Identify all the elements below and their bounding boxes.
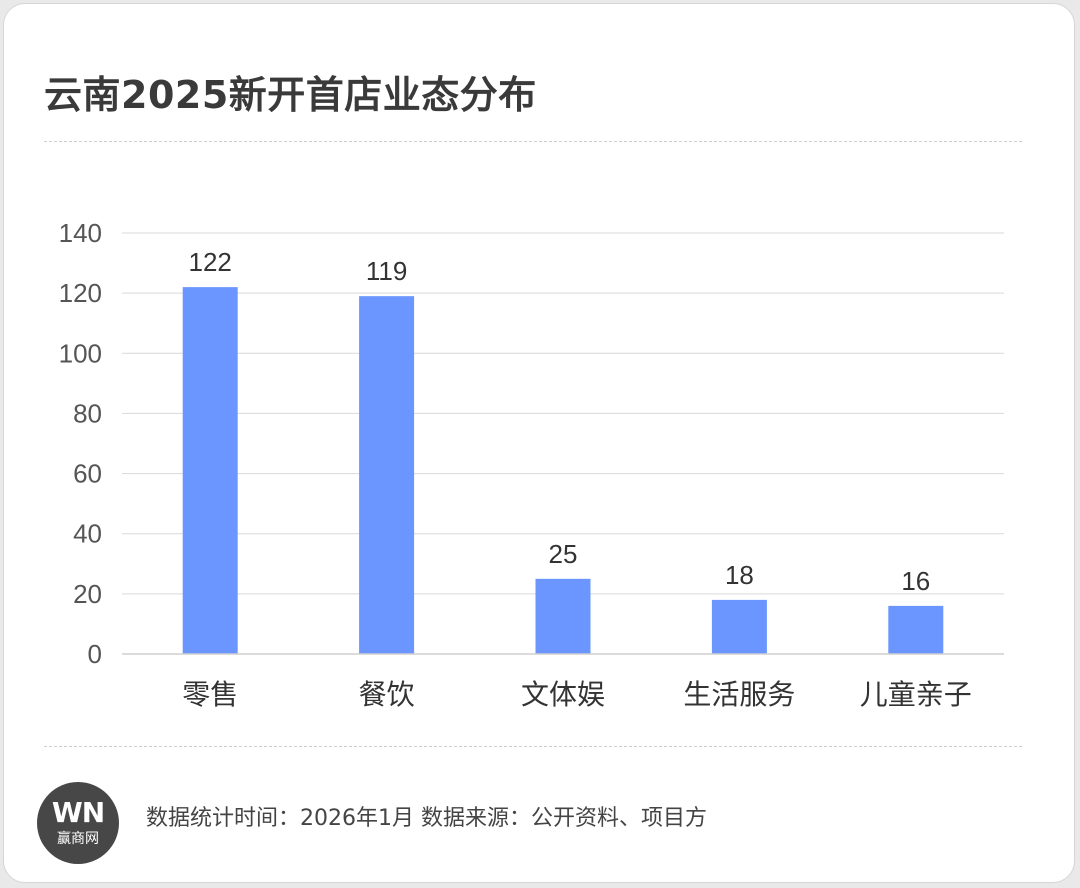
y-tick-label: 40 — [73, 519, 102, 549]
y-tick-label: 120 — [59, 278, 102, 308]
data-label: 122 — [189, 247, 232, 277]
bar — [359, 296, 415, 654]
x-tick-label: 零售 — [182, 678, 238, 711]
y-tick-label: 80 — [73, 398, 102, 428]
x-tick-label: 餐饮 — [359, 678, 415, 711]
bar — [888, 605, 944, 654]
bar — [182, 287, 238, 654]
title-divider — [44, 141, 1022, 142]
y-tick-label: 60 — [73, 459, 102, 489]
bar — [711, 599, 767, 654]
bar — [535, 578, 591, 654]
data-label: 18 — [725, 560, 754, 590]
winshang-logo: WN 赢商网 — [37, 782, 119, 864]
logo-text: 赢商网 — [57, 831, 99, 847]
x-tick-label: 儿童亲子 — [860, 678, 972, 711]
y-tick-label: 100 — [59, 338, 102, 368]
y-tick-label: 0 — [88, 639, 102, 669]
source-note: 数据统计时间：2026年1月 数据来源：公开资料、项目方 — [146, 806, 707, 831]
y-tick-label: 140 — [59, 218, 102, 248]
data-label: 16 — [901, 566, 930, 596]
chart-title: 云南2025新开首店业态分布 — [44, 73, 537, 117]
data-label: 25 — [549, 539, 578, 569]
logo-mark: WN — [51, 796, 105, 829]
x-tick-label: 文体娱 — [521, 678, 605, 711]
y-tick-label: 20 — [73, 579, 102, 609]
footer-divider — [44, 746, 1022, 747]
chart-card: 云南2025新开首店业态分布 — [3, 3, 1075, 883]
x-tick-label: 生活服务 — [683, 678, 795, 711]
data-label: 119 — [366, 256, 407, 286]
